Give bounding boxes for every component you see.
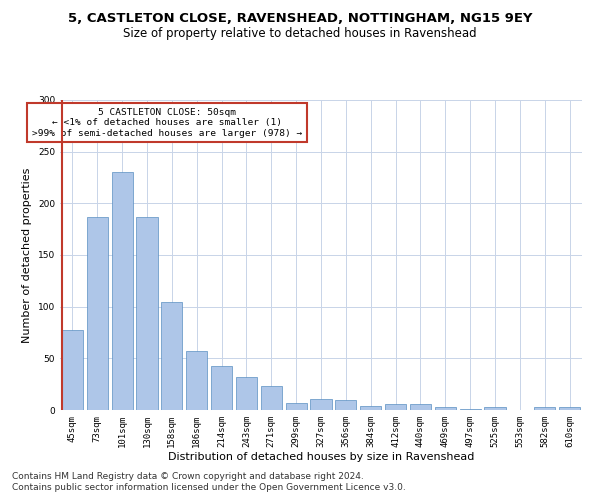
Text: Contains public sector information licensed under the Open Government Licence v3: Contains public sector information licen… <box>12 484 406 492</box>
Bar <box>112 172 133 410</box>
Text: 5, CASTLETON CLOSE, RAVENSHEAD, NOTTINGHAM, NG15 9EY: 5, CASTLETON CLOSE, RAVENSHEAD, NOTTINGH… <box>68 12 532 26</box>
Bar <box>186 351 207 410</box>
Y-axis label: Number of detached properties: Number of detached properties <box>22 168 32 342</box>
Text: 5 CASTLETON CLOSE: 50sqm
← <1% of detached houses are smaller (1)
>99% of semi-d: 5 CASTLETON CLOSE: 50sqm ← <1% of detach… <box>32 108 302 138</box>
Bar <box>534 407 555 410</box>
Bar <box>211 366 232 410</box>
Bar <box>559 407 580 410</box>
Bar <box>62 330 83 410</box>
Bar <box>410 404 431 410</box>
Bar <box>435 407 456 410</box>
Bar <box>460 409 481 410</box>
Bar <box>236 377 257 410</box>
Bar <box>484 407 506 410</box>
Text: Size of property relative to detached houses in Ravenshead: Size of property relative to detached ho… <box>123 28 477 40</box>
Bar <box>136 217 158 410</box>
Bar <box>360 406 381 410</box>
Bar <box>161 302 182 410</box>
Bar <box>385 404 406 410</box>
Bar <box>286 403 307 410</box>
Text: Distribution of detached houses by size in Ravenshead: Distribution of detached houses by size … <box>168 452 474 462</box>
Bar <box>87 217 108 410</box>
Text: Contains HM Land Registry data © Crown copyright and database right 2024.: Contains HM Land Registry data © Crown c… <box>12 472 364 481</box>
Bar <box>310 398 332 410</box>
Bar <box>335 400 356 410</box>
Bar <box>261 386 282 410</box>
